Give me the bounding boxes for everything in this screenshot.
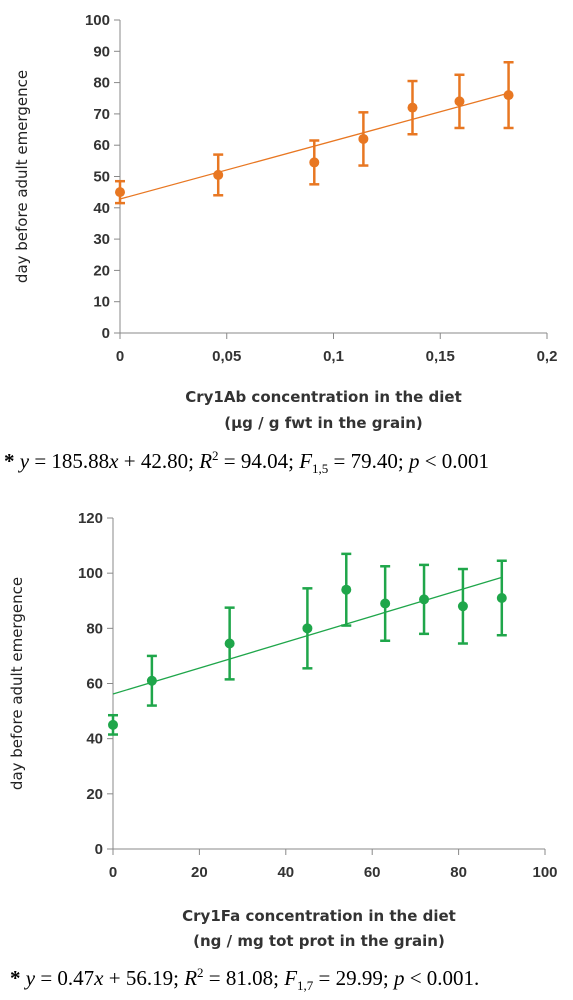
x-axis-label-line-2: (µg / g fwt in the grain) [224,414,423,432]
y-tick-label: 40 [86,731,103,748]
y-axis-label: day before adult emergence [8,577,26,790]
chart-1: 0 10 20 30 40 50 60 70 80 90 100 0 0,05 0,1 0,15 0,2 day… [13,12,557,432]
x-tick-label: 0 [116,348,124,365]
data-point [496,592,507,603]
x-tick-label: 0 [109,864,117,881]
y-tick-label: 100 [78,565,103,582]
y-tick-label: 120 [78,510,103,527]
y-tick-label: 30 [93,231,110,248]
y-tick-label: 0 [95,841,103,858]
y-tick-label: 70 [93,106,110,123]
y-tick-label: 0 [102,325,110,342]
data-point [407,102,418,113]
data-point [108,719,118,730]
y-tick-label: 80 [93,75,110,92]
data-point [146,675,157,686]
equation-2: * y = 0.47x + 56.19; R2 = 81.08; F1,7 = … [10,965,480,994]
y-tick-label: 80 [86,620,103,637]
y-tick-label: 60 [93,137,110,154]
data-point [115,187,125,198]
x-tick-label: 40 [277,864,294,881]
x-tick-label: 100 [532,864,557,881]
y-tick-label: 90 [93,43,110,60]
data-point [341,584,352,595]
x-tick-label: 20 [191,864,208,881]
data-point [419,594,430,605]
y-tick-label: 100 [85,12,110,29]
x-tick-label: 0,15 [426,348,455,365]
y-tick-label: 40 [93,200,110,217]
x-axis-label-line-1: Cry1Ab concentration in the diet [185,388,462,406]
data-point [224,638,235,649]
x-tick-label: 0,1 [323,348,344,365]
y-tick-label: 10 [93,294,110,311]
x-tick-label: 0,05 [212,348,241,365]
y-tick-label: 20 [93,262,110,279]
x-axis-label-line-1: Cry1Fa concentration in the diet [182,907,456,925]
data-point [457,601,468,612]
chart-2: 0 20 40 60 80 100 120 0 20 40 60 80 100 day before ad… [8,510,558,950]
data-point [213,169,224,180]
equation-1: * y = 185.88x + 42.80; R2 = 94.04; F1,5 … [4,448,490,477]
data-point [380,598,391,609]
y-tick-label: 60 [86,676,103,693]
y-axis-label: day before adult emergence [13,70,31,283]
data-point [454,96,465,107]
data-point [302,623,313,634]
data-point [358,133,369,144]
x-tick-label: 60 [364,864,381,881]
x-tick-label: 0,2 [537,348,558,365]
y-tick-label: 50 [93,169,110,186]
y-tick-label: 20 [86,786,103,803]
x-tick-label: 80 [450,864,467,881]
data-point [503,90,514,101]
data-point [309,157,320,168]
x-axis-label-line-2: (ng / mg tot prot in the grain) [193,932,445,950]
